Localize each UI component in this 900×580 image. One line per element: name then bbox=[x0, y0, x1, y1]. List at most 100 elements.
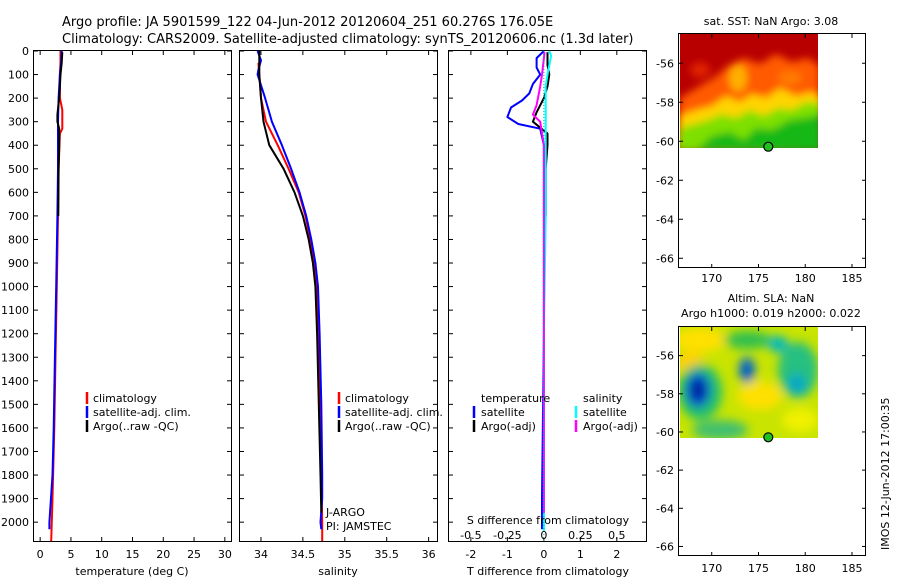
y-tick-label: -62 bbox=[656, 174, 674, 187]
temperature-panel-frame bbox=[33, 50, 232, 542]
sst-warm-patch bbox=[729, 64, 747, 92]
series-line bbox=[542, 50, 553, 532]
x-tick-label: 10 bbox=[95, 548, 109, 561]
y-tick-label: 1700 bbox=[1, 445, 29, 458]
x-tick-label: 34 bbox=[254, 548, 268, 561]
y-tick-label: 700 bbox=[8, 210, 29, 223]
y-tick-label: 400 bbox=[8, 139, 29, 152]
difference-chart: -2 -1 0 1 2 -0.5 -0.25 0 0.25 0.5 bbox=[449, 50, 646, 561]
x-tick-label: 15 bbox=[126, 548, 140, 561]
y-tick-label: 2000 bbox=[1, 516, 29, 529]
sst-warm-patch bbox=[690, 62, 710, 78]
series-line bbox=[506, 50, 545, 530]
sst-field bbox=[680, 54, 818, 148]
difference-legend-s-satellite: satellite bbox=[583, 406, 627, 419]
temperature-chart: 0 5 10 15 20 25 300100200300400500600700800900… bbox=[1, 45, 232, 561]
temperature-legend-climatology: climatology bbox=[93, 392, 157, 405]
y-tick-label: -60 bbox=[656, 426, 674, 439]
y-tick-label: -64 bbox=[656, 502, 674, 515]
x-tick-label: 25 bbox=[187, 548, 201, 561]
x-tick-label: 1 bbox=[577, 548, 584, 561]
sst-heatmap bbox=[680, 34, 818, 148]
y-tick-label: 1000 bbox=[1, 281, 29, 294]
y-tick-label: 1400 bbox=[1, 375, 29, 388]
x-tick-label: 180 bbox=[795, 562, 816, 575]
x-tick-label: 30 bbox=[218, 548, 232, 561]
sla-heatmap bbox=[680, 327, 818, 438]
header-line-1: Argo profile: JA 5901599_122 04-Jun-2012… bbox=[62, 15, 553, 30]
salinity-legend-climatology: climatology bbox=[345, 392, 409, 405]
s-tick-label: -0.25 bbox=[493, 529, 521, 542]
temperature-legend: climatology satellite-adj. clim. Argo(..… bbox=[85, 392, 191, 433]
sst-map-frame bbox=[678, 33, 866, 268]
salinity-annotation-pi: PI: JAMSTEC bbox=[326, 520, 392, 533]
sla-minimum bbox=[693, 381, 703, 399]
y-tick-label: -58 bbox=[656, 388, 674, 401]
x-tick-label: 0 bbox=[37, 548, 44, 561]
x-tick-label: 36 bbox=[422, 548, 436, 561]
x-tick-label: 35 bbox=[338, 548, 352, 561]
y-tick-label: 1200 bbox=[1, 328, 29, 341]
salinity-legend-argo: Argo(..raw -QC) bbox=[345, 420, 431, 433]
sla-low bbox=[788, 374, 806, 394]
y-tick-label: 1900 bbox=[1, 493, 29, 506]
sla-map-subtitle: Argo h1000: 0.019 h2000: 0.022 bbox=[681, 307, 861, 320]
x-tick-label: 175 bbox=[748, 272, 769, 285]
salinity-xlabel: salinity bbox=[318, 565, 358, 578]
sst-warm-patch bbox=[778, 71, 802, 85]
series-line bbox=[257, 62, 324, 541]
y-tick-label: -62 bbox=[656, 464, 674, 477]
sla-mid bbox=[692, 420, 748, 438]
x-tick-label: 185 bbox=[841, 562, 862, 575]
sla-field bbox=[680, 328, 818, 438]
y-tick-label: 100 bbox=[8, 69, 29, 82]
sla-high bbox=[680, 328, 726, 352]
series-line bbox=[258, 51, 323, 513]
y-tick-label: 1300 bbox=[1, 351, 29, 364]
y-tick-label: 300 bbox=[8, 116, 29, 129]
difference-legend-t-argo: Argo(-adj) bbox=[481, 420, 536, 433]
difference-legend: temperature salinity satellite Argo(-adj… bbox=[472, 392, 638, 433]
y-tick-label: -66 bbox=[656, 252, 674, 265]
y-tick-label: -60 bbox=[656, 135, 674, 148]
y-tick-label: -56 bbox=[656, 57, 674, 70]
x-tick-label: 34.5 bbox=[291, 548, 316, 561]
salinity-annotation-program: J-ARGO bbox=[325, 506, 365, 519]
salinity-chart: 34 34.5 35 35.5 36 bbox=[240, 50, 437, 561]
temperature-legend-argo: Argo(..raw -QC) bbox=[93, 420, 179, 433]
salinity-legend-satellite: satellite-adj. clim. bbox=[345, 406, 443, 419]
x-tick-label: 170 bbox=[701, 272, 722, 285]
s-tick-label: 0 bbox=[540, 529, 547, 542]
difference-xlabel-top: S difference from climatology bbox=[467, 514, 630, 527]
sst-map-title: sat. SST: NaN Argo: 3.08 bbox=[704, 15, 838, 28]
x-tick-label: 170 bbox=[701, 562, 722, 575]
y-tick-label: -56 bbox=[656, 350, 674, 363]
x-tick-label: 180 bbox=[795, 272, 816, 285]
difference-legend-salinity-heading: salinity bbox=[583, 392, 623, 405]
temperature-xlabel: temperature (deg C) bbox=[75, 565, 188, 578]
difference-panel-frame bbox=[448, 50, 647, 542]
series-line bbox=[256, 50, 324, 530]
sla-high bbox=[782, 408, 818, 432]
imos-timestamp: IMOS 12-Jun-2012 17:00:35 bbox=[879, 397, 892, 550]
y-tick-label: 600 bbox=[8, 186, 29, 199]
sla-map-axes: 170 175 180 185 -56 -58 -60 -62 -64 -66 bbox=[656, 327, 866, 575]
y-tick-label: 800 bbox=[8, 233, 29, 246]
salinity-panel-frame bbox=[239, 50, 438, 542]
s-tick-label: -0.5 bbox=[460, 529, 481, 542]
header-line-2: Climatology: CARS2009. Satellite-adjuste… bbox=[62, 32, 634, 47]
y-tick-label: 0 bbox=[22, 45, 29, 58]
sst-map-axes: 170 175 180 185 -56 -58 -60 -62 -64 -66 bbox=[656, 34, 866, 285]
salinity-legend: climatology satellite-adj. clim. Argo(..… bbox=[325, 392, 443, 533]
x-tick-label: 5 bbox=[67, 548, 74, 561]
x-tick-label: 20 bbox=[156, 548, 170, 561]
y-tick-label: 1800 bbox=[1, 469, 29, 482]
y-tick-label: -58 bbox=[656, 96, 674, 109]
y-tick-label: 200 bbox=[8, 92, 29, 105]
y-tick-label: 1600 bbox=[1, 422, 29, 435]
sla-minimum bbox=[744, 364, 750, 376]
y-tick-label: 1100 bbox=[1, 304, 29, 317]
series-line bbox=[48, 50, 63, 530]
x-tick-label: -1 bbox=[502, 548, 513, 561]
